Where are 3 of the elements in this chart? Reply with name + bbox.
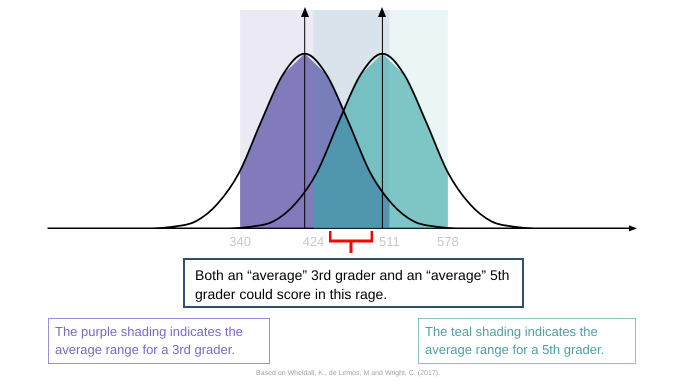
- text: Both an “average” 3rd grader and an “average” 5th grader could score in this rage.: [183, 258, 524, 308]
- text: The purple shading indicates the average range for a 3rd grader.: [48, 318, 270, 364]
- text: The teal shading indicates the average range for a 5th grader.: [418, 318, 636, 364]
